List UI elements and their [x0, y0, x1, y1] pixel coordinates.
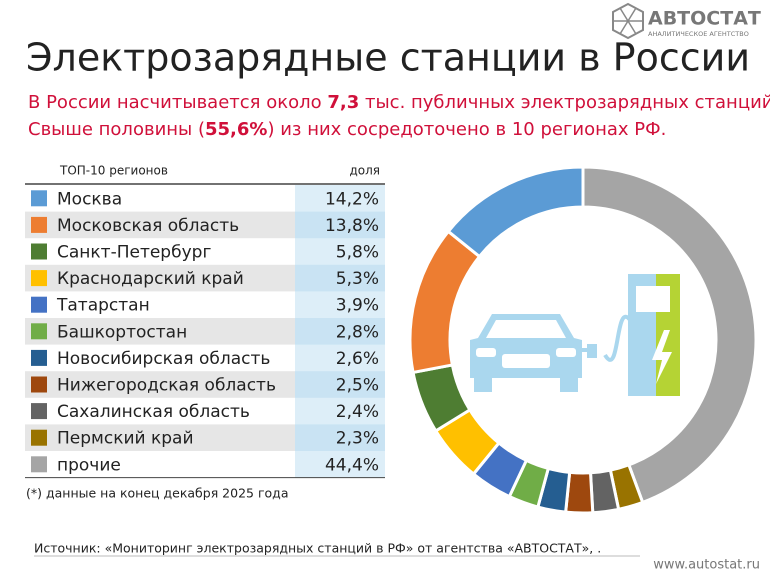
subtitle-line: Свыше половины (55,6%) из них сосредоточ…: [28, 119, 666, 140]
row-label: Сахалинская область: [57, 402, 250, 422]
legend-swatch: [31, 456, 47, 473]
row-band: [295, 371, 385, 398]
row-label: Пермский край: [57, 429, 194, 449]
row-band: [295, 211, 385, 239]
ev-icon: [470, 274, 680, 396]
subtitle-text: Свыше половины (: [28, 119, 205, 140]
legend-swatch: [31, 349, 47, 366]
logo-name: АВТОСТАТ: [648, 8, 761, 30]
subtitle-number: 7,3: [327, 92, 359, 113]
row-value: 13,8%: [325, 216, 379, 236]
legend-swatch: [31, 243, 47, 260]
row-value: 3,9%: [336, 296, 379, 316]
row-value: 2,4%: [336, 402, 379, 422]
row-value: 5,3%: [336, 269, 379, 289]
row-value: 2,6%: [336, 349, 379, 369]
legend-swatch: [31, 296, 47, 313]
row-value: 2,5%: [336, 376, 379, 396]
row-band: [25, 371, 295, 398]
donut: [408, 165, 758, 515]
footnote: (*) данные на конец декабря 2025 года: [26, 486, 289, 501]
row-label: Москва: [57, 189, 122, 209]
chart-title: Электрозарядные станции в России: [26, 36, 750, 80]
subtitle-number: 55,6%: [205, 119, 267, 140]
row-label: прочие: [57, 455, 121, 475]
subtitle-text: ) из них сосредоточено в 10 регионах РФ.: [267, 119, 666, 140]
row-band: [295, 318, 385, 345]
row-label: Башкортостан: [57, 322, 187, 342]
legend-swatch: [31, 270, 47, 287]
source: Источник: «Мониторинг электрозарядных ст…: [34, 541, 601, 556]
row-label: Краснодарский край: [57, 269, 244, 289]
table: Москва 14,2% Московская область 13,8% Санкт-…: [25, 183, 385, 479]
row-band: [295, 264, 385, 292]
row-band: [25, 424, 295, 451]
legend-swatch: [31, 190, 47, 207]
table-header-name: ТОП-10 регионов: [59, 164, 168, 178]
legend-swatch: [31, 429, 47, 446]
row-value: 2,8%: [336, 322, 379, 342]
donut-segment: [581, 165, 758, 505]
row-value: 2,3%: [336, 429, 379, 449]
row-band: [25, 318, 295, 345]
row-value: 5,8%: [336, 243, 379, 263]
row-band: [295, 424, 385, 451]
row-band: [25, 211, 295, 239]
legend-swatch: [31, 376, 47, 393]
row-value: 44,4%: [325, 455, 379, 475]
legend-swatch: [31, 403, 47, 420]
row-label: Татарстан: [56, 296, 150, 316]
subtitle-line: В России насчитывается около 7,3 тыс. пу…: [28, 89, 770, 114]
logo: [612, 2, 644, 40]
row-value: 14,2%: [325, 189, 379, 209]
legend-swatch: [31, 216, 47, 233]
url: www.autostat.ru: [653, 558, 760, 573]
subtitle-text: В России насчитывается около: [28, 92, 327, 113]
legend-swatch: [31, 323, 47, 340]
row-label: Новосибирская область: [57, 349, 270, 369]
row-label: Московская область: [57, 216, 239, 236]
row-band: [25, 264, 295, 292]
row-label: Нижегородская область: [57, 376, 276, 396]
subtitle-text: тыс. публичных электрозарядных станций.: [359, 92, 770, 113]
table-header-value: доля: [349, 164, 380, 178]
logo-tagline: АНАЛИТИЧЕСКОЕ АГЕНТСТВО: [648, 30, 749, 38]
row-label: Санкт-Петербург: [57, 243, 211, 263]
donut-segment: [446, 165, 585, 259]
